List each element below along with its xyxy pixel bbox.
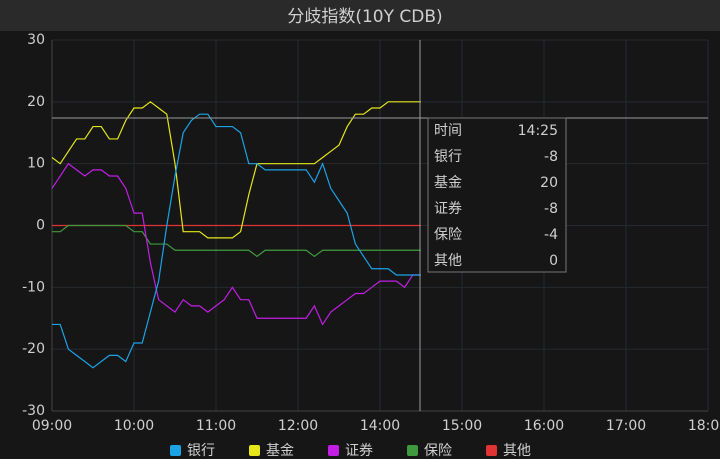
tooltip-value: -8 xyxy=(544,149,558,165)
x-tick-label: 12:00 xyxy=(278,418,318,434)
y-tick-label: 20 xyxy=(27,94,45,110)
tooltip-box xyxy=(427,117,567,273)
x-tick-label: 11:00 xyxy=(196,418,236,434)
series-line xyxy=(51,162,421,326)
chart-title: 分歧指数(10Y CDB) xyxy=(287,7,442,27)
legend-swatch xyxy=(249,445,260,456)
tooltip-label: 银行 xyxy=(434,149,462,165)
tooltip-value: 0 xyxy=(549,253,558,269)
tooltip-label: 证券 xyxy=(434,201,462,217)
x-tick-label: 14:00 xyxy=(360,418,400,434)
y-tick-label: -20 xyxy=(22,341,45,357)
legend-swatch xyxy=(170,445,181,456)
legend-label: 保险 xyxy=(424,443,452,459)
y-tick-label: 0 xyxy=(36,218,45,234)
tooltip-label: 基金 xyxy=(434,174,462,191)
x-tick-label: 16:00 xyxy=(524,418,564,434)
grid: -30 -20 -10 0 10 20 30 09:00 10:00 11:00 12:00 14:0… xyxy=(22,32,720,434)
x-tick-label: 15:00 xyxy=(442,418,482,434)
legend-swatch xyxy=(486,445,497,456)
x-tick-label: 18:00 xyxy=(688,418,720,434)
legend: 银行 基金 证券 保险 其他 xyxy=(170,442,531,459)
legend-label: 基金 xyxy=(266,442,294,459)
x-tick-label: 10:00 xyxy=(114,418,154,434)
y-tick-label: -30 xyxy=(22,403,45,419)
plot xyxy=(51,101,421,369)
legend-label: 证券 xyxy=(345,443,373,459)
y-tick-label: -10 xyxy=(22,279,45,295)
tooltip-label: 时间 xyxy=(434,123,462,139)
y-tick-label: 30 xyxy=(27,32,45,48)
legend-swatch xyxy=(407,445,418,456)
tooltip-value: 20 xyxy=(540,175,558,191)
tooltip: 时间 14:25 银行 -8 基金 20 证券 -8 保险 -4 其他 0 xyxy=(427,117,567,273)
tooltip-label: 其他 xyxy=(434,253,462,269)
title-bar xyxy=(0,0,720,31)
legend-label: 其他 xyxy=(503,443,531,459)
x-tick-label: 09:00 xyxy=(32,418,72,434)
tooltip-value: -8 xyxy=(544,201,558,217)
series-line xyxy=(51,101,421,239)
tooltip-value: -4 xyxy=(544,227,558,243)
legend-label: 银行 xyxy=(187,443,215,459)
tooltip-label: 保险 xyxy=(434,227,462,243)
legend-swatch xyxy=(328,445,339,456)
tooltip-value: 14:25 xyxy=(518,123,558,139)
x-tick-label: 17:00 xyxy=(606,418,646,434)
y-tick-label: 10 xyxy=(27,156,45,172)
series-line xyxy=(52,113,421,369)
